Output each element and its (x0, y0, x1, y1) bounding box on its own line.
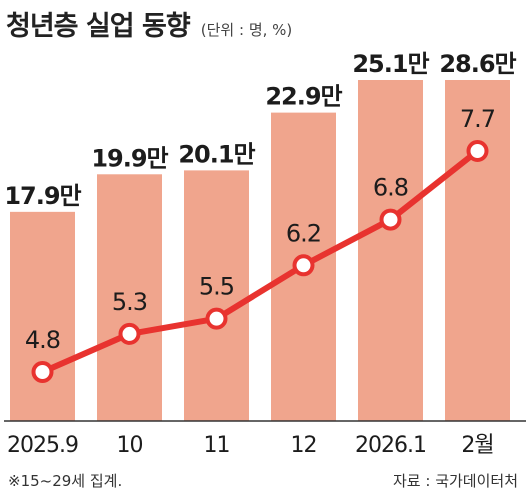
category-label-2: 11 (204, 433, 230, 458)
rate-point-1 (118, 322, 141, 345)
rate-point-2 (205, 307, 228, 330)
rate-value-label-1: 5.3 (112, 288, 147, 316)
rate-point-4 (379, 208, 402, 231)
bars-layer (10, 80, 510, 422)
category-label-4: 2026.1 (355, 433, 426, 458)
footnote: ※15~29세 집계. (8, 472, 123, 490)
bar-1 (97, 174, 162, 421)
bar-value-label-3: 22.9만 (265, 83, 342, 111)
labels-layer: 17.9만 2025.9 19.9만 10 20.1만 11 22.9만 12 25.1만 202… (4, 50, 517, 458)
category-label-5: 2월 (461, 433, 493, 458)
rate-point-5 (466, 140, 489, 162)
source-note: 자료 : 국가데이터처 (393, 472, 518, 490)
bar-value-label-4: 25.1만 (352, 50, 429, 78)
rate-value-label-4: 6.8 (373, 174, 408, 202)
bar-value-label-2: 20.1만 (178, 140, 255, 168)
bar-value-label-1: 19.9만 (91, 144, 168, 172)
bar-2 (184, 170, 249, 421)
rate-point-3 (292, 254, 315, 277)
category-label-3: 12 (291, 433, 317, 458)
unit-note: (단위 : 명, %) (200, 21, 293, 39)
rate-point-0 (31, 361, 54, 383)
category-label-0: 2025.9 (7, 433, 78, 458)
rate-value-label-0: 4.8 (25, 326, 60, 354)
rate-value-label-3: 6.2 (286, 219, 321, 247)
title-row: 청년층 실업 동향 (단위 : 명, %) (6, 4, 292, 48)
bar-value-label-0: 17.9만 (4, 182, 81, 210)
bar-4 (358, 80, 423, 421)
bar-0 (10, 211, 75, 421)
category-label-1: 10 (117, 433, 143, 458)
rate-value-label-2: 5.5 (199, 273, 234, 301)
bar-5 (445, 80, 510, 421)
rate-line (39, 148, 481, 375)
chart-title: 청년층 실업 동향 (6, 11, 191, 42)
bar-value-label-5: 28.6만 (439, 50, 516, 78)
rate-value-label-5: 7.7 (460, 105, 495, 133)
line-layer (31, 140, 489, 383)
